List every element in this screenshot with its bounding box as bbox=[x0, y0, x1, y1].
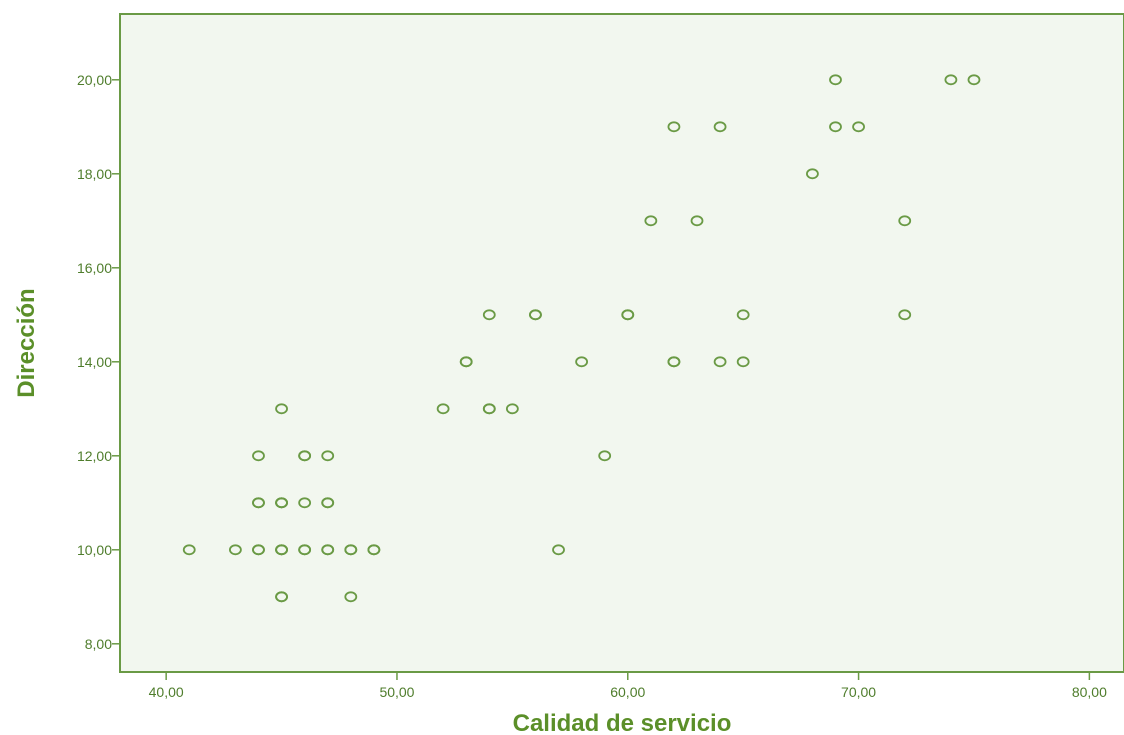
data-points bbox=[182, 74, 981, 603]
data-point bbox=[967, 74, 981, 86]
data-point bbox=[321, 497, 335, 509]
data-point bbox=[713, 356, 727, 368]
y-tick-label: 18,00 bbox=[77, 166, 112, 182]
y-tick-label: 8,00 bbox=[85, 636, 112, 652]
x-tick-label: 50,00 bbox=[379, 684, 414, 700]
data-point bbox=[944, 74, 958, 86]
data-point bbox=[321, 450, 335, 462]
y-tick-label: 10,00 bbox=[77, 542, 112, 558]
y-axis-title: Dirección bbox=[13, 288, 40, 397]
data-point bbox=[736, 309, 750, 321]
data-point bbox=[298, 544, 312, 556]
data-point bbox=[367, 544, 381, 556]
x-tick-label: 70,00 bbox=[841, 684, 876, 700]
data-point bbox=[806, 168, 819, 180]
data-point bbox=[690, 215, 704, 227]
data-point bbox=[182, 544, 196, 556]
x-axis-ticks: 40,00 50,00 60,00 70,00 80,00 bbox=[149, 672, 1107, 700]
y-tick-label: 16,00 bbox=[77, 260, 112, 276]
data-point bbox=[552, 544, 565, 556]
data-point bbox=[898, 215, 912, 227]
data-point bbox=[252, 450, 265, 462]
data-point bbox=[898, 309, 912, 321]
data-point bbox=[482, 403, 496, 415]
data-point bbox=[252, 544, 265, 556]
data-point bbox=[298, 450, 312, 462]
data-point bbox=[598, 450, 612, 462]
x-tick-label: 80,00 bbox=[1072, 684, 1107, 700]
x-tick-label: 60,00 bbox=[610, 684, 645, 700]
data-point bbox=[482, 309, 496, 321]
data-point bbox=[713, 121, 727, 133]
y-axis-ticks: 8,00 10,00 12,00 14,00 16,00 18,00 20,00 bbox=[77, 72, 120, 652]
data-point bbox=[252, 497, 265, 509]
y-tick-label: 20,00 bbox=[77, 72, 112, 88]
y-tick-label: 12,00 bbox=[77, 448, 112, 464]
data-point bbox=[667, 356, 681, 368]
data-point bbox=[667, 121, 681, 133]
y-tick-label: 14,00 bbox=[77, 354, 112, 370]
data-point bbox=[621, 309, 635, 321]
data-point bbox=[505, 403, 519, 415]
data-point bbox=[275, 591, 288, 603]
data-point bbox=[529, 309, 542, 321]
data-point bbox=[829, 121, 842, 133]
data-point bbox=[344, 591, 358, 603]
data-point bbox=[229, 544, 242, 556]
data-point bbox=[736, 356, 750, 368]
plot-area bbox=[119, 13, 1124, 673]
data-point bbox=[436, 403, 450, 415]
data-point bbox=[829, 74, 842, 86]
data-point bbox=[644, 215, 658, 227]
data-point bbox=[275, 544, 288, 556]
data-point bbox=[321, 544, 335, 556]
x-axis-title: Calidad de servicio bbox=[513, 710, 732, 735]
data-point bbox=[575, 356, 589, 368]
x-tick-label: 40,00 bbox=[149, 684, 184, 700]
data-point bbox=[344, 544, 358, 556]
data-point bbox=[852, 121, 865, 133]
data-point bbox=[275, 497, 288, 509]
data-point bbox=[298, 497, 312, 509]
data-point bbox=[459, 356, 473, 368]
data-point bbox=[275, 403, 288, 415]
